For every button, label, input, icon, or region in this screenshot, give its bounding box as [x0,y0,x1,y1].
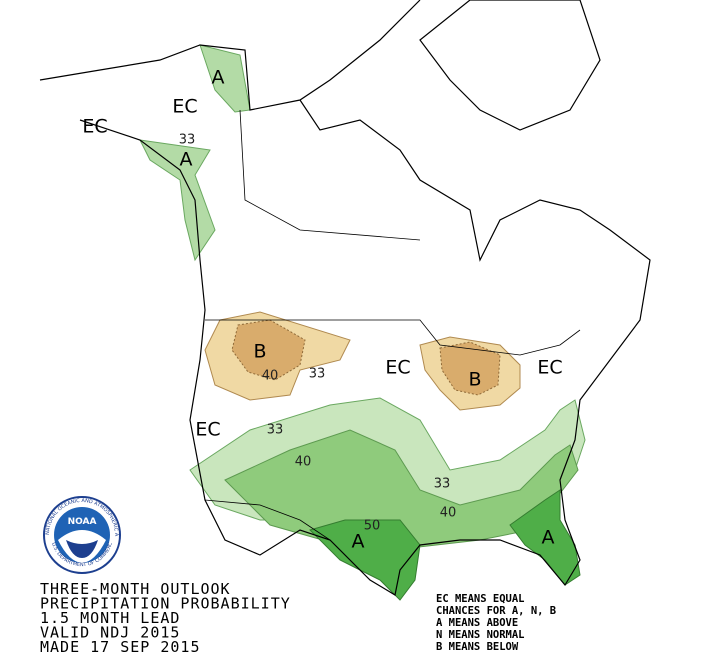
contour-label: 33 [267,423,284,438]
logo-bird [66,540,98,558]
coastline [39,0,421,111]
alaska-panhandle-above-region [139,139,216,262]
category-label: EC [195,419,220,441]
northwest-below-dark [231,319,306,381]
logo-name: NOAA [68,517,97,527]
contour-label: 33 [434,477,451,492]
legend-line: CHANCES FOR A, N, B [436,605,556,617]
logo-department: U.S. DEPARTMENT OF COMMERCE [0,0,114,568]
title-line: 1.5 MONTH LEAD [40,609,180,627]
title-line: PRECIPITATION PROBABILITY [40,595,291,613]
above-dark-region [309,519,421,601]
us-canada-border [205,319,581,356]
alaska-border [239,109,421,241]
category-label: B [468,369,481,391]
logo-agency: NATIONAL OCEANIC AND ATMOSPHERIC ADMINIS… [0,0,119,537]
category-label: A [542,527,555,549]
category-label: B [253,341,266,363]
category-label: EC [537,357,562,379]
map-outlines [39,0,651,596]
contour-label: 40 [440,506,457,521]
category-label: EC [82,116,107,138]
legend-line: A MEANS ABOVE [436,617,518,629]
title-line: THREE-MONTH OUTLOOK [40,580,231,598]
noaa-logo: NATIONAL OCEANIC AND ATMOSPHERIC ADMINIS… [0,0,121,574]
contour-label: 33 [179,133,196,148]
lakes-below-dark [439,341,501,396]
logo-agency-text: NATIONAL OCEANIC AND ATMOSPHERIC ADMINIS… [0,0,119,537]
category-label: EC [172,96,197,118]
logo-department-text: U.S. DEPARTMENT OF COMMERCE [0,0,114,568]
category-label: A [180,149,193,171]
legend-line: B MEANS BELOW [436,641,519,653]
category-label: A [212,67,225,89]
contour-label: 33 [309,367,326,382]
greenland-coast [419,0,601,131]
legend-line: EC MEANS EQUAL [436,593,525,605]
probability-regions [139,44,586,601]
category-label: EC [385,357,410,379]
us-mexico-border [204,499,331,541]
title-line: VALID NDJ 2015 [40,624,180,642]
contour-label: 40 [262,369,279,384]
contour-label: 40 [295,455,312,470]
contour-label: 50 [364,519,381,534]
title-line: MADE 17 SEP 2015 [40,638,201,656]
category-label: A [352,531,365,553]
legend-line: N MEANS NORMAL [436,629,525,641]
alaska-above-region [199,44,251,113]
coastline [79,99,651,596]
